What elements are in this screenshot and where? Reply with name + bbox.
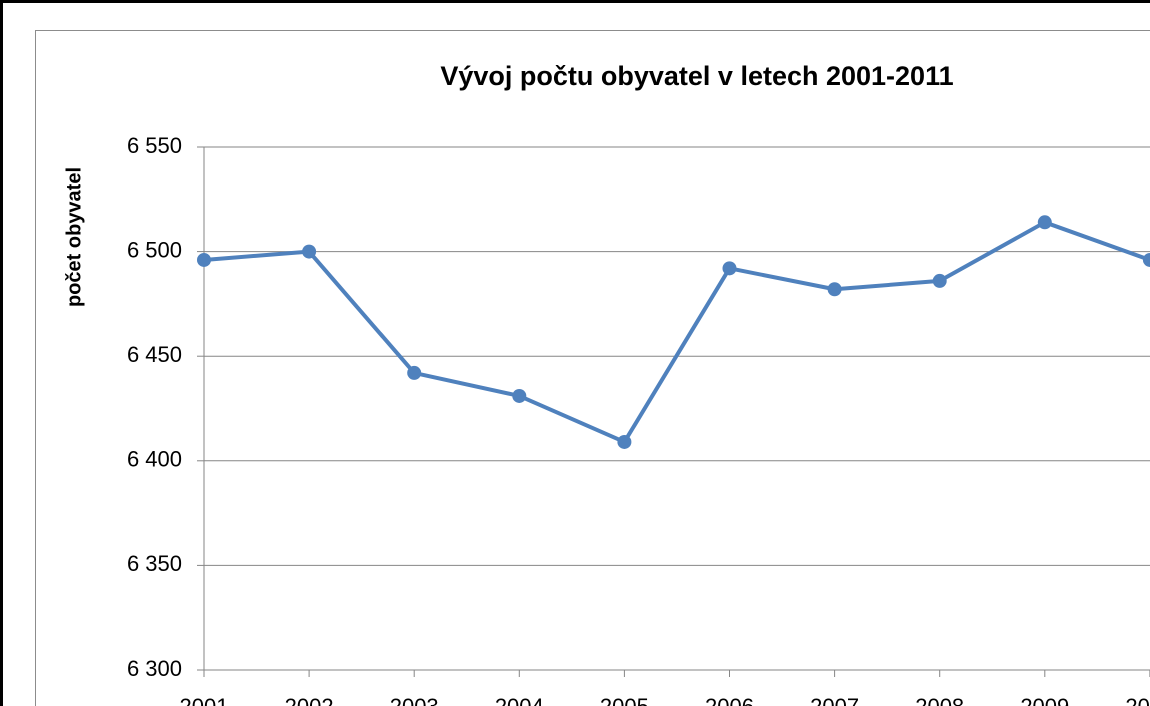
x-tick-label: 2008 — [915, 694, 964, 706]
x-tick-label: 2003 — [390, 694, 439, 706]
data-point — [197, 252, 211, 267]
x-tick-label: 2009 — [1020, 694, 1069, 706]
series-line — [203, 220, 1150, 444]
x-tick-label: 2001 — [180, 694, 229, 706]
data-point — [407, 365, 422, 380]
data-point — [302, 244, 317, 259]
x-tick-label: 2004 — [495, 694, 544, 706]
x-tick-label: 2010 — [1125, 694, 1150, 706]
chart-title: Vývoj počtu obyvatel v letech 2001-2011 — [440, 61, 953, 91]
x-tick-label: 2002 — [285, 694, 334, 706]
y-tick-label: 6 500 — [127, 237, 182, 262]
x-tick-label: 2006 — [705, 694, 754, 706]
data-point — [932, 273, 947, 288]
x-tick-label: 2005 — [600, 694, 649, 706]
y-tick-label: 6 400 — [127, 447, 182, 472]
y-tick-label: 6 550 — [127, 133, 182, 158]
y-tick-label: 6 450 — [127, 342, 182, 367]
y-tick-label: 6 300 — [127, 656, 182, 681]
x-tick-label: 2007 — [810, 694, 859, 706]
y-tick-label: 6 350 — [127, 551, 182, 576]
data-point — [512, 388, 527, 403]
data-point — [1142, 252, 1150, 267]
data-point — [722, 261, 737, 276]
data-point — [1037, 215, 1052, 230]
chart-frame — [35, 30, 1150, 706]
data-point — [617, 434, 632, 449]
y-axis-label: počet obyvatel — [63, 167, 85, 307]
data-point — [827, 282, 842, 297]
